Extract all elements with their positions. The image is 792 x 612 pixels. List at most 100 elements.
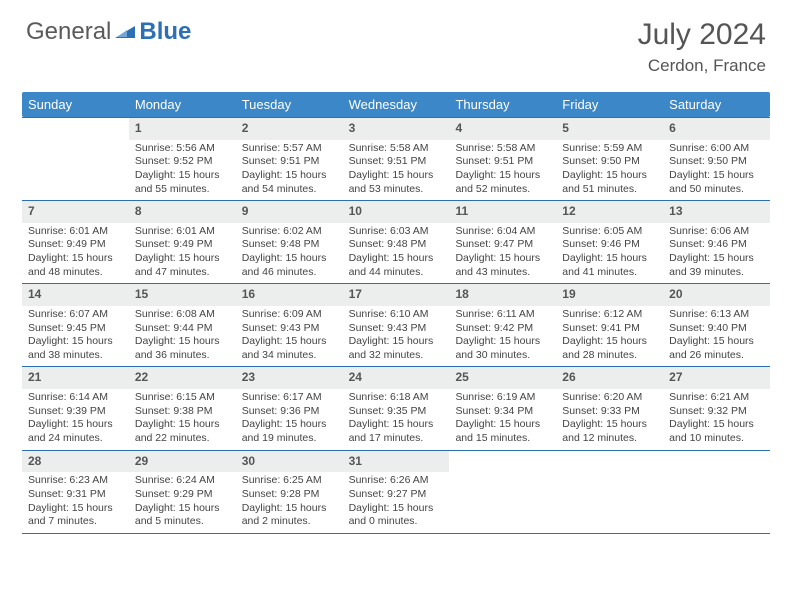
sunset-text: Sunset: 9:38 PM (135, 405, 232, 419)
weekday-header: Tuesday (236, 92, 343, 117)
day-details: Sunrise: 6:00 AMSunset: 9:50 PMDaylight:… (663, 142, 770, 197)
day-cell: 18Sunrise: 6:11 AMSunset: 9:42 PMDayligh… (449, 284, 556, 366)
day-details: Sunrise: 6:06 AMSunset: 9:46 PMDaylight:… (663, 225, 770, 280)
day-number: 24 (343, 367, 450, 389)
day-cell: 24Sunrise: 6:18 AMSunset: 9:35 PMDayligh… (343, 367, 450, 449)
sunrise-text: Sunrise: 6:12 AM (562, 308, 659, 322)
sunset-text: Sunset: 9:29 PM (135, 488, 232, 502)
daylight-text: Daylight: 15 hours and 51 minutes. (562, 169, 659, 196)
daylight-text: Daylight: 15 hours and 30 minutes. (455, 335, 552, 362)
sunset-text: Sunset: 9:36 PM (242, 405, 339, 419)
day-number: 1 (129, 118, 236, 140)
day-number: 18 (449, 284, 556, 306)
sunrise-text: Sunrise: 6:17 AM (242, 391, 339, 405)
week-row: .1Sunrise: 5:56 AMSunset: 9:52 PMDayligh… (22, 117, 770, 200)
day-number: 30 (236, 451, 343, 473)
day-number: 25 (449, 367, 556, 389)
sunrise-text: Sunrise: 6:11 AM (455, 308, 552, 322)
day-cell: 31Sunrise: 6:26 AMSunset: 9:27 PMDayligh… (343, 451, 450, 533)
sunrise-text: Sunrise: 5:56 AM (135, 142, 232, 156)
day-number: 27 (663, 367, 770, 389)
title-block: July 2024 Cerdon, France (638, 18, 766, 76)
day-cell: 13Sunrise: 6:06 AMSunset: 9:46 PMDayligh… (663, 201, 770, 283)
day-cell: 12Sunrise: 6:05 AMSunset: 9:46 PMDayligh… (556, 201, 663, 283)
day-number: 2 (236, 118, 343, 140)
day-details: Sunrise: 6:15 AMSunset: 9:38 PMDaylight:… (129, 391, 236, 446)
day-details: Sunrise: 6:01 AMSunset: 9:49 PMDaylight:… (129, 225, 236, 280)
sunset-text: Sunset: 9:52 PM (135, 155, 232, 169)
day-details: Sunrise: 6:09 AMSunset: 9:43 PMDaylight:… (236, 308, 343, 363)
daylight-text: Daylight: 15 hours and 36 minutes. (135, 335, 232, 362)
day-cell: 25Sunrise: 6:19 AMSunset: 9:34 PMDayligh… (449, 367, 556, 449)
day-cell: 23Sunrise: 6:17 AMSunset: 9:36 PMDayligh… (236, 367, 343, 449)
sunset-text: Sunset: 9:43 PM (242, 322, 339, 336)
brand-logo: General Blue (26, 18, 191, 46)
day-number: 5 (556, 118, 663, 140)
day-cell: 30Sunrise: 6:25 AMSunset: 9:28 PMDayligh… (236, 451, 343, 533)
day-details: Sunrise: 6:18 AMSunset: 9:35 PMDaylight:… (343, 391, 450, 446)
day-details: Sunrise: 6:10 AMSunset: 9:43 PMDaylight:… (343, 308, 450, 363)
day-number: 19 (556, 284, 663, 306)
sunrise-text: Sunrise: 6:08 AM (135, 308, 232, 322)
day-number: 13 (663, 201, 770, 223)
day-details: Sunrise: 5:58 AMSunset: 9:51 PMDaylight:… (343, 142, 450, 197)
daylight-text: Daylight: 15 hours and 32 minutes. (349, 335, 446, 362)
month-title: July 2024 (638, 18, 766, 52)
day-number: 7 (22, 201, 129, 223)
sunset-text: Sunset: 9:50 PM (669, 155, 766, 169)
daylight-text: Daylight: 15 hours and 44 minutes. (349, 252, 446, 279)
sunset-text: Sunset: 9:47 PM (455, 238, 552, 252)
sunrise-text: Sunrise: 6:15 AM (135, 391, 232, 405)
day-cell: 8Sunrise: 6:01 AMSunset: 9:49 PMDaylight… (129, 201, 236, 283)
day-number: 26 (556, 367, 663, 389)
weekday-header: Monday (129, 92, 236, 117)
daylight-text: Daylight: 15 hours and 24 minutes. (28, 418, 125, 445)
sunset-text: Sunset: 9:41 PM (562, 322, 659, 336)
day-details: Sunrise: 6:03 AMSunset: 9:48 PMDaylight:… (343, 225, 450, 280)
weekday-header: Wednesday (343, 92, 450, 117)
daylight-text: Daylight: 15 hours and 12 minutes. (562, 418, 659, 445)
day-details: Sunrise: 6:13 AMSunset: 9:40 PMDaylight:… (663, 308, 770, 363)
sunrise-text: Sunrise: 6:09 AM (242, 308, 339, 322)
day-cell: 26Sunrise: 6:20 AMSunset: 9:33 PMDayligh… (556, 367, 663, 449)
daylight-text: Daylight: 15 hours and 26 minutes. (669, 335, 766, 362)
day-cell: 22Sunrise: 6:15 AMSunset: 9:38 PMDayligh… (129, 367, 236, 449)
sunset-text: Sunset: 9:49 PM (135, 238, 232, 252)
day-cell: 27Sunrise: 6:21 AMSunset: 9:32 PMDayligh… (663, 367, 770, 449)
sunrise-text: Sunrise: 6:25 AM (242, 474, 339, 488)
day-details: Sunrise: 6:19 AMSunset: 9:34 PMDaylight:… (449, 391, 556, 446)
day-number: 22 (129, 367, 236, 389)
day-details: Sunrise: 6:14 AMSunset: 9:39 PMDaylight:… (22, 391, 129, 446)
sunrise-text: Sunrise: 5:57 AM (242, 142, 339, 156)
sunset-text: Sunset: 9:51 PM (242, 155, 339, 169)
sunrise-text: Sunrise: 6:05 AM (562, 225, 659, 239)
day-cell: 6Sunrise: 6:00 AMSunset: 9:50 PMDaylight… (663, 118, 770, 200)
sunset-text: Sunset: 9:51 PM (349, 155, 446, 169)
sunrise-text: Sunrise: 6:10 AM (349, 308, 446, 322)
daylight-text: Daylight: 15 hours and 28 minutes. (562, 335, 659, 362)
sunset-text: Sunset: 9:43 PM (349, 322, 446, 336)
daylight-text: Daylight: 15 hours and 53 minutes. (349, 169, 446, 196)
day-cell: 19Sunrise: 6:12 AMSunset: 9:41 PMDayligh… (556, 284, 663, 366)
daylight-text: Daylight: 15 hours and 15 minutes. (455, 418, 552, 445)
day-details: Sunrise: 6:07 AMSunset: 9:45 PMDaylight:… (22, 308, 129, 363)
daylight-text: Daylight: 15 hours and 19 minutes. (242, 418, 339, 445)
day-details: Sunrise: 6:26 AMSunset: 9:27 PMDaylight:… (343, 474, 450, 529)
day-number: 20 (663, 284, 770, 306)
sunrise-text: Sunrise: 6:07 AM (28, 308, 125, 322)
sunrise-text: Sunrise: 6:18 AM (349, 391, 446, 405)
sunrise-text: Sunrise: 6:14 AM (28, 391, 125, 405)
day-number: 10 (343, 201, 450, 223)
day-details: Sunrise: 6:21 AMSunset: 9:32 PMDaylight:… (663, 391, 770, 446)
brand-mark-icon (115, 20, 137, 45)
sunset-text: Sunset: 9:39 PM (28, 405, 125, 419)
day-details: Sunrise: 6:12 AMSunset: 9:41 PMDaylight:… (556, 308, 663, 363)
day-cell: 21Sunrise: 6:14 AMSunset: 9:39 PMDayligh… (22, 367, 129, 449)
sunrise-text: Sunrise: 6:23 AM (28, 474, 125, 488)
sunset-text: Sunset: 9:32 PM (669, 405, 766, 419)
sunset-text: Sunset: 9:44 PM (135, 322, 232, 336)
daylight-text: Daylight: 15 hours and 38 minutes. (28, 335, 125, 362)
sunrise-text: Sunrise: 6:01 AM (135, 225, 232, 239)
sunset-text: Sunset: 9:46 PM (562, 238, 659, 252)
day-details: Sunrise: 5:59 AMSunset: 9:50 PMDaylight:… (556, 142, 663, 197)
